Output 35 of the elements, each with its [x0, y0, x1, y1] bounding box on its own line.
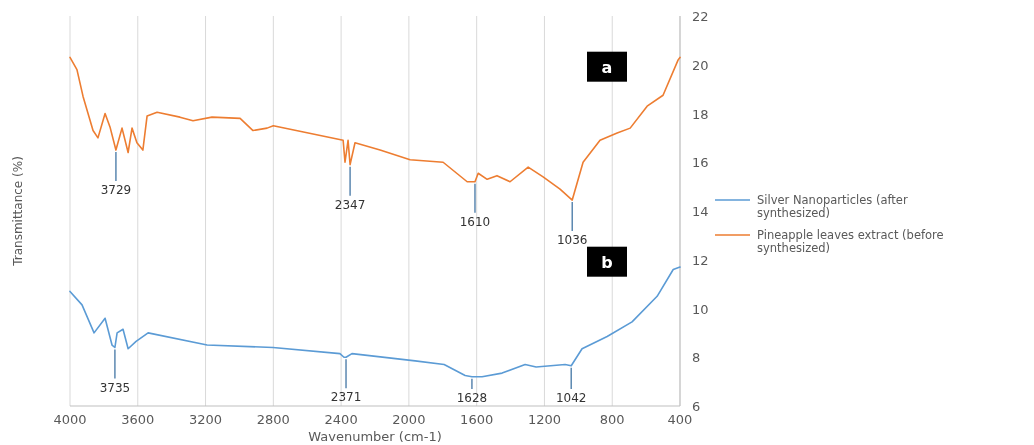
y-tick-label: 14 [692, 204, 709, 219]
legend-label: Pineapple leaves extract (before synthesized) [757, 228, 944, 255]
x-tick-label: 1200 [527, 412, 561, 427]
x-tick-label: 2400 [324, 412, 358, 427]
x-tick-label: 2800 [256, 412, 290, 427]
y-tick-label: 18 [692, 106, 709, 122]
x-axis-title: Wavenumber (cm-1) [308, 429, 442, 444]
y-tick-label: 16 [692, 155, 709, 171]
annotation: a [601, 57, 613, 77]
annotation: 1036 [556, 233, 588, 248]
y-tick-label: 10 [692, 301, 709, 317]
annotation: 1042 [555, 391, 587, 405]
x-tick-label: 4000 [53, 412, 87, 427]
x-tick-label: 1600 [460, 412, 494, 427]
annotation: 1628 [456, 391, 488, 405]
annotation: 2371 [330, 390, 362, 405]
x-tick-label: 400 [667, 412, 693, 427]
x-tick-label: 2000 [392, 412, 426, 427]
annotation: b [601, 252, 613, 272]
y-tick-label: 20 [692, 57, 709, 73]
y-axis-title: Transmittance (%) [11, 156, 25, 267]
annotation: 3729 [100, 183, 132, 198]
annotation: 2347 [334, 197, 366, 212]
x-tick-label: 800 [599, 412, 625, 427]
x-tick-label: 3200 [189, 412, 223, 427]
legend-label: Silver Nanoparticles (after synthesized) [757, 193, 908, 220]
line-series [69, 56, 681, 201]
annotation: 3735 [99, 380, 131, 395]
annotation: 1610 [459, 214, 491, 229]
y-tick-label: 8 [692, 350, 701, 366]
line-series [69, 266, 681, 378]
y-tick-label: 12 [692, 252, 709, 268]
y-tick-label: 6 [692, 399, 701, 414]
x-tick-label: 3600 [121, 412, 155, 427]
y-tick-label: 22 [692, 9, 709, 24]
